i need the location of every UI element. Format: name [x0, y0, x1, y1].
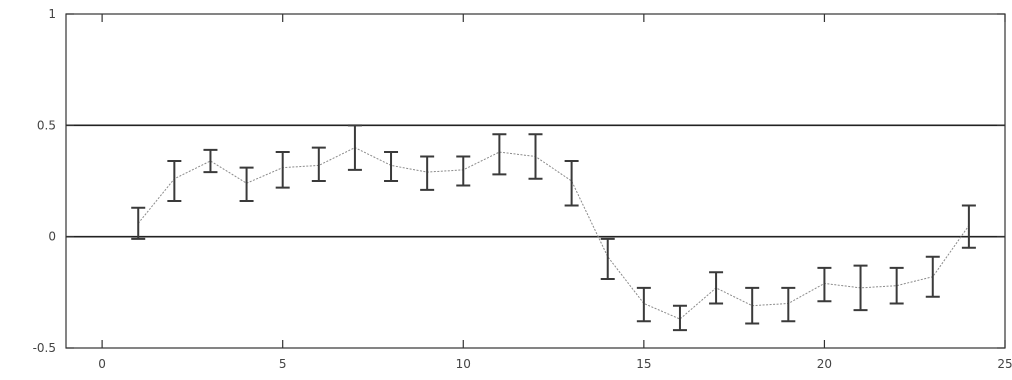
error-bar-24	[961, 204, 976, 249]
error-bar-10	[456, 155, 471, 187]
x-tick-label-1: 5	[279, 357, 287, 371]
error-bar-6	[311, 146, 326, 182]
error-bar-8	[384, 151, 399, 182]
error-bar-23	[925, 255, 940, 298]
error-bar-2	[167, 159, 182, 203]
error-bar-18	[745, 286, 760, 325]
error-bar-9	[420, 155, 435, 191]
error-bar-17	[709, 271, 724, 305]
error-bar-13	[564, 159, 579, 207]
x-tick-label-3: 15	[636, 357, 651, 371]
x-tick-label-0: 0	[98, 357, 106, 371]
x-tick-label-2: 10	[456, 357, 471, 371]
x-tick-label-5: 25	[997, 357, 1012, 371]
error-bar-20	[817, 266, 832, 303]
error-bar-14	[600, 237, 615, 280]
error-bar-15	[636, 286, 651, 323]
error-bar-1	[131, 206, 146, 240]
error-bar-12	[528, 133, 543, 180]
error-bar-21	[853, 264, 868, 312]
plot-frame	[65, 13, 1006, 349]
error-bar-22	[889, 266, 904, 305]
error-bar-5	[275, 151, 290, 189]
y-tick-label-2: 0.5	[37, 118, 56, 132]
y-tick-label-1: 0	[48, 230, 56, 244]
series-line-0	[137, 147, 970, 320]
error-bar-7	[347, 124, 362, 171]
error-bar-4	[239, 166, 254, 203]
y-tick-label-3: 1	[48, 7, 56, 21]
error-bar-16	[672, 304, 687, 332]
plot-area: 0 5 10 15 20 25 -0.5 0 0.5 1	[33, 7, 1012, 371]
error-bar-19	[781, 286, 796, 323]
error-bar-3	[203, 148, 218, 174]
x-tick-label-4: 20	[817, 357, 832, 371]
error-bar-11	[492, 133, 507, 176]
y-tick-label-0: -0.5	[33, 341, 56, 355]
